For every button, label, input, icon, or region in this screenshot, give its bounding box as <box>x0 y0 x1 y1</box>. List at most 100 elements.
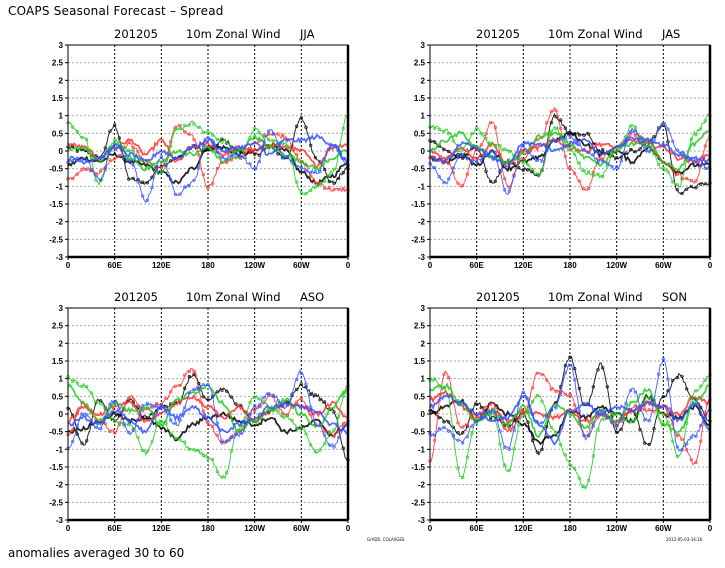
data-point <box>155 166 159 170</box>
data-point <box>141 194 145 198</box>
data-point <box>661 357 665 361</box>
data-point <box>299 191 303 195</box>
data-point <box>643 441 647 445</box>
data-point <box>220 137 224 141</box>
data-point <box>601 175 605 179</box>
data-point <box>493 410 497 415</box>
data-point <box>671 418 675 422</box>
data-point <box>318 448 322 452</box>
data-point <box>549 109 553 114</box>
data-point <box>103 165 107 169</box>
data-point <box>531 386 535 390</box>
data-point <box>80 441 84 445</box>
data-point <box>526 150 530 154</box>
data-point <box>267 137 271 142</box>
data-point <box>549 408 553 413</box>
data-point <box>489 402 493 406</box>
panel-title-part: 10m Zonal Wind <box>548 290 643 304</box>
data-point <box>211 457 215 462</box>
data-point <box>248 412 252 416</box>
data-point <box>299 396 303 401</box>
xtick-label: 180 <box>201 261 215 270</box>
data-point <box>178 383 182 388</box>
data-point <box>596 172 600 176</box>
footer-note: anomalies averaged 30 to 60 <box>8 546 185 560</box>
data-point <box>437 127 441 131</box>
data-point <box>526 420 530 424</box>
data-point <box>447 149 451 154</box>
data-point <box>633 390 637 394</box>
data-point <box>187 369 191 374</box>
data-point <box>484 169 488 173</box>
data-point <box>89 391 93 395</box>
data-point <box>94 178 98 182</box>
data-point <box>531 154 535 158</box>
data-point <box>568 148 572 152</box>
data-point <box>192 372 196 377</box>
figure-title: COAPS Seasonal Forecast – Spread <box>8 4 224 18</box>
data-point <box>521 414 525 418</box>
ytick-label: 2 <box>59 339 64 348</box>
data-point <box>127 430 131 435</box>
data-point <box>201 395 205 399</box>
data-point <box>173 421 177 425</box>
data-point <box>304 192 308 196</box>
data-point <box>309 143 313 147</box>
data-point <box>615 165 619 169</box>
data-point <box>295 164 299 168</box>
data-point <box>304 125 308 129</box>
data-point <box>136 418 140 422</box>
data-point <box>703 411 707 415</box>
data-point <box>503 445 507 450</box>
data-point <box>295 377 299 382</box>
data-point <box>183 123 187 127</box>
data-point <box>304 382 308 386</box>
data-point <box>577 133 581 137</box>
data-point <box>554 115 558 119</box>
xtick-label: 60E <box>108 524 123 533</box>
ytick-label: 2 <box>421 339 426 348</box>
data-point <box>183 130 187 134</box>
ytick-label: -0.5 <box>411 428 425 437</box>
data-point <box>173 192 177 196</box>
data-point <box>290 392 294 396</box>
data-point <box>253 404 257 408</box>
data-point <box>267 129 271 133</box>
ytick-label: -2 <box>56 218 64 227</box>
data-point <box>341 394 345 398</box>
xtick-label: 0 <box>66 524 71 533</box>
data-point <box>507 427 511 431</box>
data-point <box>503 426 507 431</box>
data-point <box>323 167 327 172</box>
ytick-label: 2.5 <box>52 322 64 331</box>
panel-title-part: JAS <box>661 27 680 41</box>
data-point <box>657 162 661 166</box>
data-point <box>173 128 177 132</box>
ytick-label: 1.5 <box>414 94 426 103</box>
data-point <box>318 182 322 186</box>
data-point <box>220 388 224 392</box>
data-point <box>85 385 89 389</box>
data-point <box>243 151 247 155</box>
data-point <box>540 167 544 171</box>
ytick-label: 2 <box>59 76 64 85</box>
data-point <box>629 420 633 424</box>
data-point <box>295 124 299 128</box>
data-point <box>192 178 196 182</box>
data-point <box>234 402 238 406</box>
data-point <box>554 108 558 113</box>
panel-title-part: 10m Zonal Wind <box>186 290 281 304</box>
ytick-label: -2.5 <box>411 498 425 507</box>
data-point <box>498 168 502 173</box>
data-point <box>187 123 191 127</box>
data-point <box>229 395 233 399</box>
data-point <box>248 400 252 405</box>
data-point <box>447 429 451 433</box>
data-point <box>703 119 707 123</box>
data-point <box>309 174 313 178</box>
xtick-label: 0 <box>346 261 351 270</box>
data-point <box>699 439 703 443</box>
data-point <box>295 152 299 157</box>
data-point <box>507 189 511 193</box>
series-line-black-1 <box>429 356 711 456</box>
